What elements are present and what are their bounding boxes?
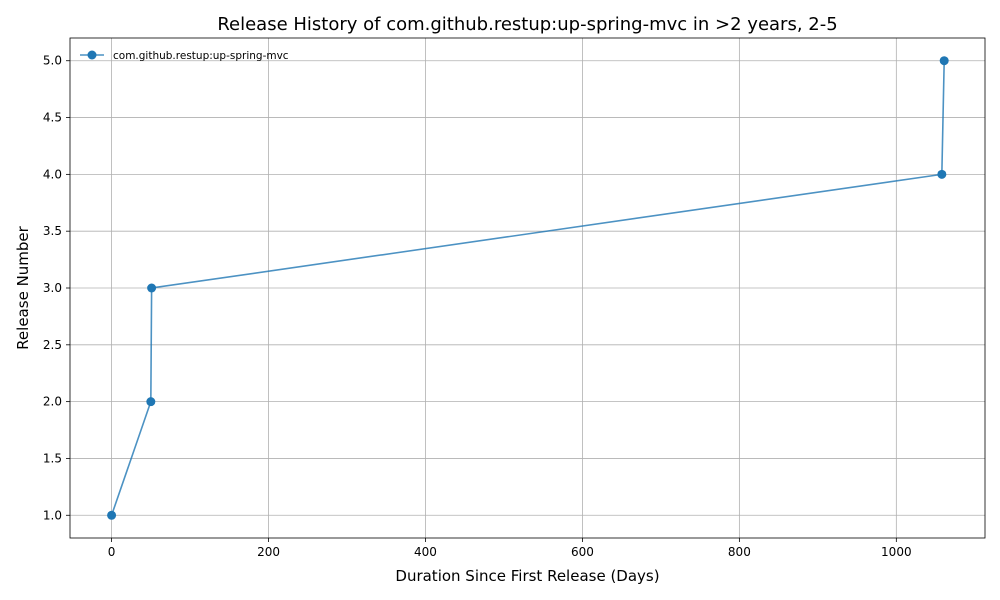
data-point (146, 397, 156, 407)
chart-title: Release History of com.github.restup:up-… (217, 14, 837, 35)
legend-marker (87, 50, 97, 60)
y-tick-label: 3.5 (43, 224, 62, 238)
data-point (107, 510, 117, 520)
y-tick-label: 1.5 (43, 451, 62, 465)
x-tick-label: 0 (108, 545, 116, 559)
x-tick-label: 400 (414, 545, 437, 559)
data-point (147, 283, 157, 293)
y-tick-label: 2.5 (43, 338, 62, 352)
series-layer (107, 56, 949, 520)
y-axis: 1.0 1.5 2.0 2.5 3.0 3.5 4.0 4.5 5.0 (43, 54, 70, 522)
x-tick-label: 800 (728, 545, 751, 559)
legend-label: com.github.restup:up-spring-mvc (113, 50, 289, 62)
x-tick-label: 1000 (881, 545, 912, 559)
legend: com.github.restup:up-spring-mvc (80, 50, 289, 62)
y-tick-label: 4.0 (43, 167, 62, 181)
data-point (939, 56, 949, 66)
x-axis: 0 200 400 600 800 1000 (108, 538, 912, 559)
y-tick-label: 2.0 (43, 395, 62, 409)
y-axis-label: Release Number (14, 225, 32, 349)
y-tick-label: 4.5 (43, 111, 62, 125)
x-tick-label: 200 (257, 545, 280, 559)
grid (70, 38, 985, 538)
x-tick-label: 600 (571, 545, 594, 559)
y-tick-label: 5.0 (43, 54, 62, 68)
y-tick-label: 3.0 (43, 281, 62, 295)
x-axis-label: Duration Since First Release (Days) (395, 567, 659, 585)
y-tick-label: 1.0 (43, 508, 62, 522)
data-point (937, 169, 947, 179)
